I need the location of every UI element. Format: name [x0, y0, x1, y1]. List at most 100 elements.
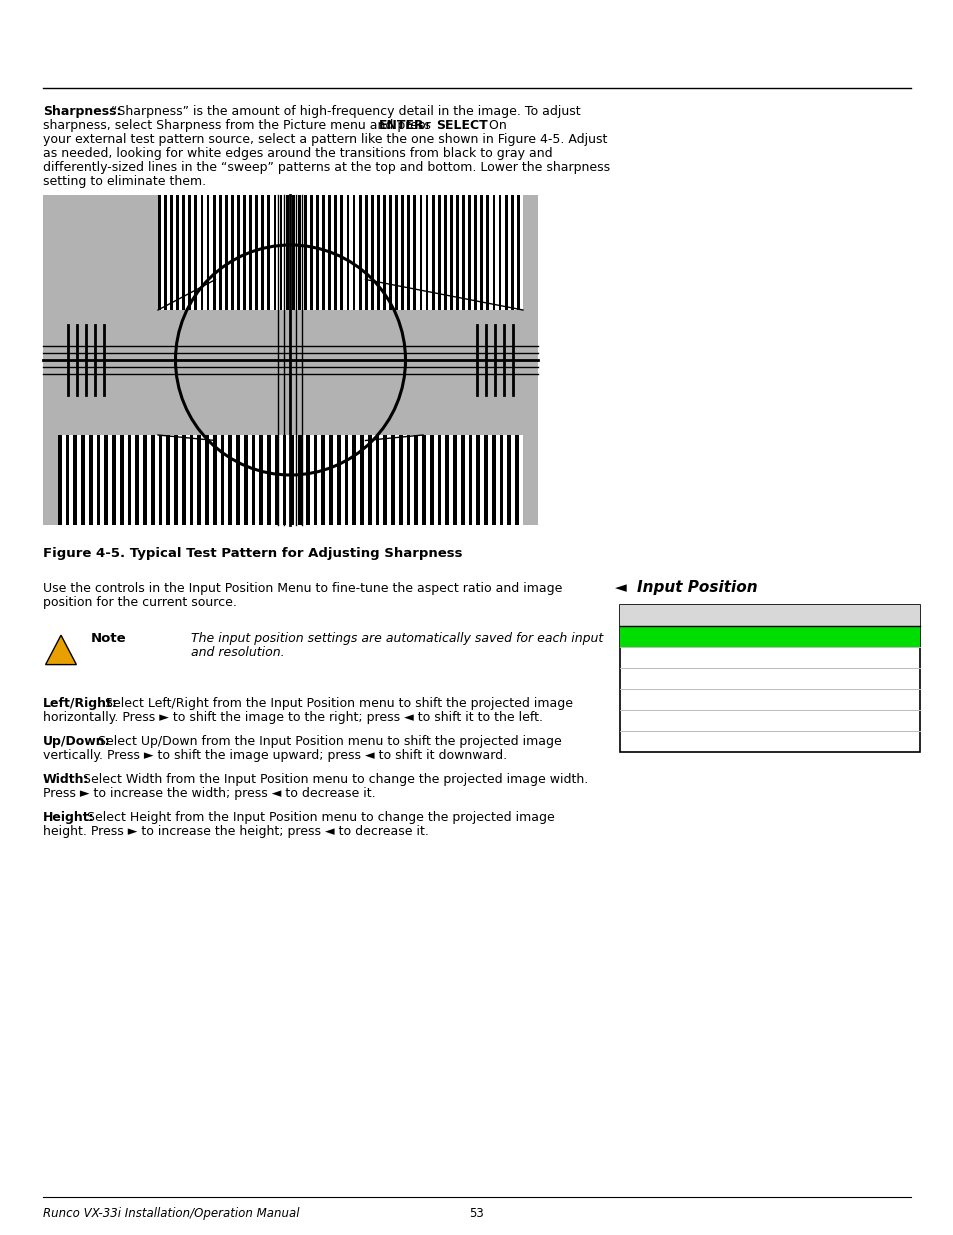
Bar — [507, 435, 511, 525]
Bar — [259, 435, 263, 525]
Text: Up/Down: Up/Down — [626, 651, 683, 664]
Bar — [461, 195, 464, 310]
Bar — [619, 605, 919, 752]
Text: The input position settings are automatically saved for each input: The input position settings are automati… — [191, 632, 602, 645]
Bar — [164, 195, 167, 310]
Text: Input Position: Input Position — [637, 580, 757, 595]
Bar — [291, 435, 294, 525]
Polygon shape — [46, 635, 76, 664]
Bar — [225, 195, 228, 310]
Bar — [213, 195, 215, 310]
Bar — [112, 435, 115, 525]
Bar — [231, 195, 233, 310]
Bar — [422, 435, 425, 525]
Bar — [419, 195, 422, 310]
Bar — [445, 435, 449, 525]
Bar — [89, 435, 92, 525]
Bar — [43, 195, 537, 525]
Bar — [515, 435, 518, 525]
Bar — [450, 195, 453, 310]
Bar — [267, 435, 271, 525]
Bar — [398, 435, 402, 525]
Bar — [304, 195, 307, 310]
Bar — [376, 195, 379, 310]
Bar — [282, 435, 286, 525]
Bar — [306, 435, 309, 525]
Bar — [335, 195, 336, 310]
Bar — [310, 195, 313, 310]
Bar — [218, 195, 221, 310]
Text: Phase: Phase — [626, 735, 663, 748]
Bar — [383, 435, 387, 525]
Bar — [619, 605, 919, 626]
Bar — [443, 195, 446, 310]
Bar — [81, 435, 85, 525]
Text: “Sharpness” is the amount of high-frequency detail in the image. To adjust: “Sharpness” is the amount of high-freque… — [111, 105, 580, 119]
Bar — [286, 195, 288, 310]
Bar — [492, 195, 495, 310]
Bar — [360, 435, 363, 525]
Text: Input Position: Input Position — [719, 609, 820, 622]
Bar — [200, 195, 203, 310]
Bar — [73, 435, 77, 525]
Bar — [476, 435, 479, 525]
Bar — [352, 435, 355, 525]
Bar — [395, 195, 397, 310]
Bar — [151, 435, 154, 525]
Bar — [389, 195, 392, 310]
Text: Width: Width — [626, 672, 662, 685]
Text: Press ► to increase the width; press ◄ to decrease it.: Press ► to increase the width; press ◄ t… — [43, 787, 375, 800]
Bar — [321, 435, 325, 525]
Bar — [336, 435, 340, 525]
Bar — [274, 195, 276, 310]
Bar — [58, 435, 62, 525]
Bar — [340, 195, 343, 310]
Bar — [207, 195, 210, 310]
Bar — [158, 435, 162, 525]
Bar — [510, 195, 513, 310]
Bar — [329, 435, 333, 525]
Bar — [261, 195, 264, 310]
Text: height. Press ► to increase the height; press ◄ to decrease it.: height. Press ► to increase the height; … — [43, 825, 429, 839]
Text: Select Up/Down from the Input Position menu to shift the projected image: Select Up/Down from the Input Position m… — [98, 735, 561, 748]
Text: Select Width from the Input Position menu to change the projected image width.: Select Width from the Input Position men… — [83, 773, 588, 785]
Text: differently-sized lines in the “sweep” patterns at the top and bottom. Lower the: differently-sized lines in the “sweep” p… — [43, 161, 610, 174]
Bar — [189, 195, 191, 310]
Text: . On: . On — [480, 119, 506, 132]
Bar — [414, 435, 417, 525]
Bar — [236, 435, 239, 525]
Text: Select Left/Right from the Input Position menu to shift the projected image: Select Left/Right from the Input Positio… — [105, 697, 573, 710]
Bar — [194, 195, 197, 310]
Bar — [358, 195, 361, 310]
Bar — [498, 195, 501, 310]
Bar — [425, 195, 428, 310]
Bar — [430, 435, 433, 525]
Text: !: ! — [58, 650, 64, 662]
Bar — [182, 435, 186, 525]
Bar — [255, 195, 258, 310]
Text: Runco VX-33i Installation/Operation Manual: Runco VX-33i Installation/Operation Manu… — [43, 1207, 299, 1220]
Bar — [128, 435, 132, 525]
Bar — [432, 195, 435, 310]
Bar — [190, 435, 193, 525]
Bar — [407, 195, 410, 310]
Bar — [375, 435, 379, 525]
Bar — [120, 435, 124, 525]
Bar — [492, 435, 495, 525]
Bar — [167, 435, 170, 525]
Bar — [170, 195, 172, 310]
Bar — [176, 195, 179, 310]
Bar — [346, 195, 349, 310]
Text: or: or — [414, 119, 435, 132]
Text: Left/Right:: Left/Right: — [43, 697, 118, 710]
Bar — [135, 435, 139, 525]
Bar — [437, 435, 441, 525]
Bar — [468, 195, 471, 310]
Bar — [249, 195, 252, 310]
Bar — [279, 195, 282, 310]
Bar — [460, 435, 464, 525]
Bar — [619, 626, 919, 647]
Bar — [237, 195, 239, 310]
Bar — [406, 435, 410, 525]
Bar — [453, 435, 456, 525]
